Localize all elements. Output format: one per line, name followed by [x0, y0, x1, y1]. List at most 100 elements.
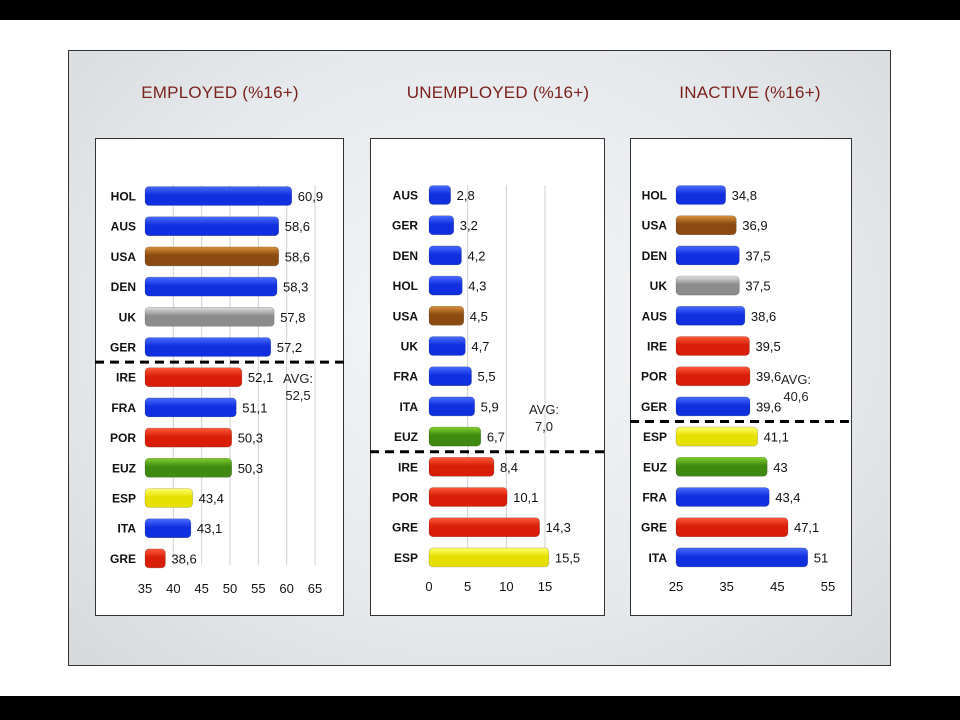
unemployed-value-label: 8,4 [500, 460, 518, 475]
inactive-category-label: FRA [642, 491, 667, 505]
unemployed-chart-title: UNEMPLOYED (%16+) [406, 83, 590, 102]
employed-tick-label: 65 [308, 581, 322, 596]
inactive-value-label: 47,1 [794, 520, 819, 535]
unemployed-bar [428, 517, 540, 538]
unemployed-tick-label: 10 [499, 579, 513, 594]
employed-category-label: HOL [111, 190, 136, 204]
unemployed-chart: 0 5 10 15 AUS 2,8 GER 3,2 DEN 4,2 HOL 4,3 USA 4,5 UK 4,… [370, 185, 605, 594]
employed-category-label: FRA [111, 401, 136, 415]
employed-category-label: GRE [110, 552, 136, 566]
unemployed-bar [428, 245, 462, 266]
unemployed-value-label: 4,5 [470, 309, 488, 324]
unemployed-tick-label: 15 [538, 579, 552, 594]
inactive-bar [675, 336, 750, 356]
employed-tick-label: 35 [138, 581, 152, 596]
unemployed-bar [428, 456, 495, 477]
employed-average-label: AVG: [283, 371, 313, 386]
employed-bar [144, 367, 243, 388]
unemployed-category-label: HOL [393, 279, 418, 293]
inactive-bar [675, 215, 737, 235]
unemployed-value-label: 10,1 [513, 490, 538, 505]
unemployed-category-label: EUZ [394, 430, 418, 444]
unemployed-value-label: 4,3 [468, 279, 486, 294]
inactive-bar [675, 275, 740, 296]
unemployed-bar [428, 487, 508, 507]
inactive-bar [675, 456, 768, 477]
employed-average-value: 52,5 [285, 388, 310, 403]
inactive-bar [675, 245, 740, 266]
unemployed-bar [428, 426, 482, 447]
employed-bar [144, 397, 237, 418]
inactive-tick-label: 25 [669, 579, 683, 594]
unemployed-bar [428, 275, 463, 296]
employed-category-label: ITA [118, 522, 137, 536]
employed-chart-title: EMPLOYED (%16+) [141, 83, 299, 102]
unemployed-category-label: USA [393, 309, 419, 323]
inactive-tick-label: 45 [770, 579, 784, 594]
unemployed-category-label: POR [392, 491, 418, 505]
inactive-category-label: GRE [641, 521, 667, 535]
employed-category-label: AUS [111, 220, 136, 234]
inactive-value-label: 41,1 [764, 430, 789, 445]
unemployed-bar [428, 185, 451, 205]
unemployed-value-label: 3,2 [460, 218, 478, 233]
unemployed-value-label: 5,9 [481, 399, 499, 414]
employed-value-label: 58,6 [285, 249, 310, 264]
employed-chart: 35 40 45 50 55 60 65 HOL 60,9 AUS 58,6 USA 58,6 DEN 58… [95, 185, 344, 596]
employed-category-label: USA [111, 250, 137, 264]
inactive-value-label: 43 [773, 460, 787, 475]
employed-bar [144, 246, 280, 267]
employed-bar [144, 337, 272, 357]
inactive-value-label: 37,5 [745, 279, 770, 294]
inactive-bar [675, 487, 770, 507]
inactive-value-label: 36,9 [742, 218, 767, 233]
unemployed-category-label: DEN [393, 249, 418, 263]
inactive-bar [675, 366, 751, 387]
inactive-category-label: IRE [647, 340, 667, 354]
employed-category-label: DEN [111, 280, 136, 294]
inactive-category-label: EUZ [643, 460, 667, 474]
unemployed-bar [428, 547, 550, 568]
unemployed-category-label: IRE [398, 460, 418, 474]
inactive-category-label: HOL [642, 189, 667, 203]
employed-bar [144, 276, 278, 297]
inactive-chart: 25 35 45 55 HOL 34,8 USA 36,9 DEN 37,5 UK 37,5 AUS 38… [630, 185, 852, 594]
unemployed-average-value: 7,0 [535, 419, 553, 434]
inactive-category-label: GER [641, 400, 667, 414]
employed-category-label: ESP [112, 492, 136, 506]
employed-category-label: UK [119, 310, 137, 324]
unemployed-value-label: 4,2 [467, 248, 485, 263]
unemployed-category-label: ITA [400, 400, 419, 414]
inactive-category-label: AUS [642, 309, 667, 323]
unemployed-category-label: AUS [393, 189, 418, 203]
employed-tick-label: 50 [223, 581, 237, 596]
inactive-value-label: 37,5 [745, 248, 770, 263]
employed-tick-label: 60 [279, 581, 293, 596]
unemployed-value-label: 5,5 [478, 369, 496, 384]
inactive-category-label: POR [641, 370, 667, 384]
unemployed-bar [428, 336, 466, 356]
unemployed-category-label: GER [392, 219, 418, 233]
unemployed-tick-label: 5 [464, 579, 471, 594]
inactive-value-label: 34,8 [732, 188, 757, 203]
employed-bar [144, 306, 275, 327]
employed-value-label: 43,4 [199, 491, 224, 506]
employed-value-label: 51,1 [242, 400, 267, 415]
employed-bar [144, 457, 232, 478]
inactive-bar [675, 396, 751, 417]
inactive-category-label: ESP [643, 430, 667, 444]
employed-bar [144, 427, 232, 448]
inactive-category-label: USA [642, 219, 668, 233]
unemployed-value-label: 6,7 [487, 430, 505, 445]
unemployed-bar [428, 215, 455, 235]
inactive-bar [675, 547, 809, 568]
employed-value-label: 43,1 [197, 521, 222, 536]
inactive-category-label: DEN [642, 249, 667, 263]
inactive-bar [675, 517, 789, 538]
inactive-average-label: AVG: [781, 372, 811, 387]
employed-value-label: 58,6 [285, 219, 310, 234]
inactive-value-label: 43,4 [775, 490, 800, 505]
unemployed-tick-label: 0 [425, 579, 432, 594]
inactive-value-label: 38,6 [751, 309, 776, 324]
